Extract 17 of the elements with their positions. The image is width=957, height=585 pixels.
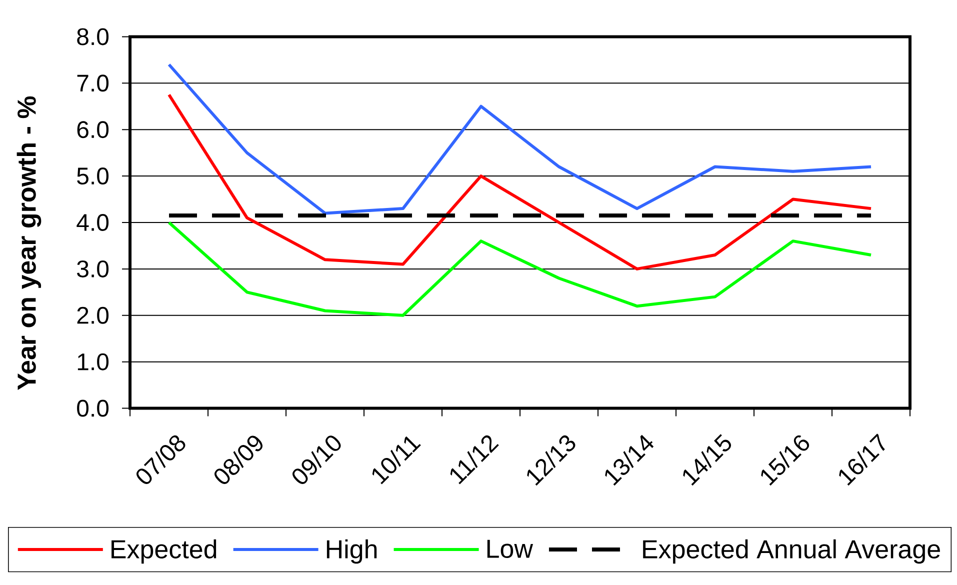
legend-label: Expected Annual Average: [643, 539, 940, 564]
y-tick-label: 3.0: [77, 260, 109, 278]
y-tick-label: 1.0: [78, 353, 109, 370]
legend-label: High: [326, 539, 377, 564]
legend-label: Expected: [112, 539, 216, 564]
y-tick-label: 4.0: [76, 214, 109, 231]
y-axis-title: Year on year growth - %: [16, 96, 42, 390]
y-tick-label: 7.0: [77, 74, 109, 92]
y-tick-label: 0.0: [77, 400, 109, 417]
line-series: [168, 220, 873, 317]
line-series: [168, 63, 873, 215]
line-series: [168, 93, 873, 270]
y-tick-label: 5.0: [77, 168, 109, 185]
y-tick-label: 8.0: [77, 28, 109, 46]
legend-label: Low: [487, 540, 534, 558]
y-tick-label: 2.0: [77, 306, 109, 324]
y-tick-label: 6.0: [77, 121, 109, 138]
